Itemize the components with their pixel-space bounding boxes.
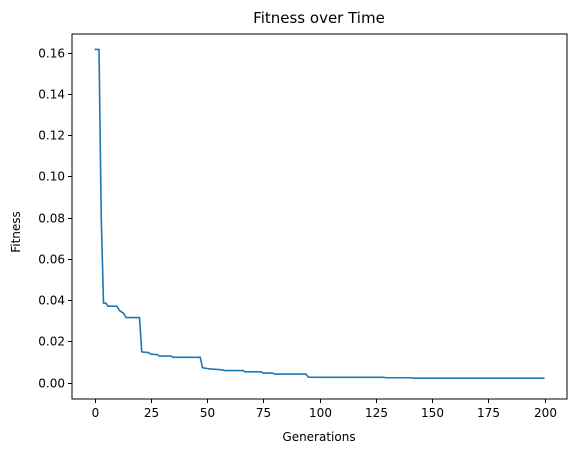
x-axis-label: Generations (282, 430, 355, 444)
y-tick-label: 0.04 (38, 294, 65, 308)
y-axis-label: Fitness (9, 211, 23, 253)
x-tick-label: 125 (365, 406, 388, 420)
y-tick-label: 0.16 (38, 47, 65, 61)
x-tick-label: 100 (309, 406, 332, 420)
y-tick-label: 0.08 (38, 212, 65, 226)
x-tick-label: 50 (200, 406, 215, 420)
x-tick-label: 75 (256, 406, 271, 420)
y-tick-label: 0.06 (38, 253, 65, 267)
y-tick-label: 0.14 (38, 88, 65, 102)
plot-area: 0 25 50 75 100 125 150 175 200 0.00 0.02 0.04 0.06 0.… (38, 33, 568, 420)
x-tick-label: 200 (534, 406, 557, 420)
x-tick-label: 150 (421, 406, 444, 420)
x-tick-label: 175 (477, 406, 500, 420)
series-line-0 (94, 48, 545, 379)
y-tick-label: 0.12 (38, 129, 65, 143)
x-tick-label: 25 (144, 406, 159, 420)
x-tick-label: 0 (92, 406, 100, 420)
y-tick-label: 0.10 (38, 170, 65, 184)
y-tick-label: 0.02 (38, 335, 65, 349)
y-tick-label: 0.00 (38, 377, 65, 391)
chart-title: Fitness over Time (253, 9, 385, 27)
plot-frame (71, 33, 568, 400)
